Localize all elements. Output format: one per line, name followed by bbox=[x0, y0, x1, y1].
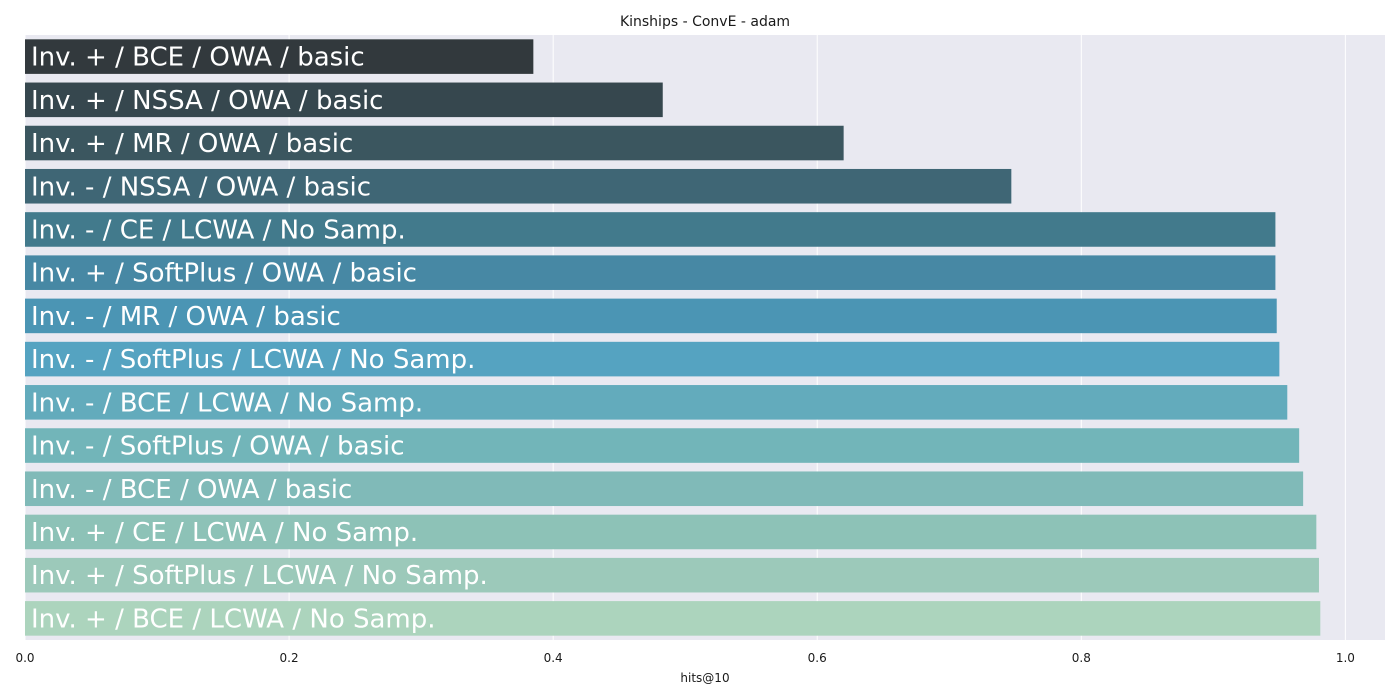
bars: Inv. + / BCE / OWA / basic Inv. + / NSSA … bbox=[25, 39, 1321, 636]
bar bbox=[25, 601, 1321, 636]
bar-label: Inv. + / CE / LCWA / No Samp. bbox=[31, 518, 418, 548]
bar bbox=[25, 168, 1012, 204]
bar-label: Inv. - / BCE / LCWA / No Samp. bbox=[31, 388, 423, 418]
bar-label: Inv. - / SoftPlus / LCWA / No Samp. bbox=[31, 345, 475, 375]
bar bbox=[25, 557, 1319, 593]
bar bbox=[25, 255, 1276, 290]
bar-label: Inv. - / SoftPlus / OWA / basic bbox=[31, 432, 405, 462]
bar-label: Inv. - / CE / LCWA / No Samp. bbox=[31, 215, 406, 245]
bar bbox=[25, 385, 1288, 420]
bar-label: Inv. + / SoftPlus / LCWA / No Samp. bbox=[31, 561, 488, 591]
bar-label: Inv. + / BCE / OWA / basic bbox=[31, 43, 365, 73]
x-axis-ticks: 0.0 0.2 0.4 0.6 0.8 1.0 bbox=[15, 651, 1354, 665]
bar bbox=[25, 428, 1300, 463]
x-tick-label: 0.0 bbox=[15, 651, 34, 665]
bar bbox=[25, 471, 1304, 507]
bar bbox=[25, 39, 534, 74]
bar bbox=[25, 298, 1277, 334]
bar-label: Inv. - / MR / OWA / basic bbox=[31, 302, 341, 332]
x-tick-label: 1.0 bbox=[1336, 651, 1355, 665]
chart-title: Kinships - ConvE - adam bbox=[620, 14, 790, 30]
bar-label: Inv. + / NSSA / OWA / basic bbox=[31, 86, 383, 116]
bar-label: Inv. - / BCE / OWA / basic bbox=[31, 475, 352, 505]
bar bbox=[25, 125, 844, 161]
bar-label: Inv. + / SoftPlus / OWA / basic bbox=[31, 259, 417, 289]
x-tick-label: 0.4 bbox=[544, 651, 563, 665]
bar bbox=[25, 514, 1317, 550]
x-tick-label: 0.2 bbox=[280, 651, 299, 665]
x-tick-label: 0.8 bbox=[1072, 651, 1091, 665]
bar-label: Inv. - / NSSA / OWA / basic bbox=[31, 172, 371, 202]
bar bbox=[25, 341, 1280, 377]
x-tick-label: 0.6 bbox=[808, 651, 827, 665]
bar bbox=[25, 212, 1276, 247]
bar-label: Inv. + / MR / OWA / basic bbox=[31, 129, 353, 159]
bar-label: Inv. + / BCE / LCWA / No Samp. bbox=[31, 604, 436, 634]
bar bbox=[25, 82, 663, 118]
x-axis-title: hits@10 bbox=[680, 671, 729, 685]
